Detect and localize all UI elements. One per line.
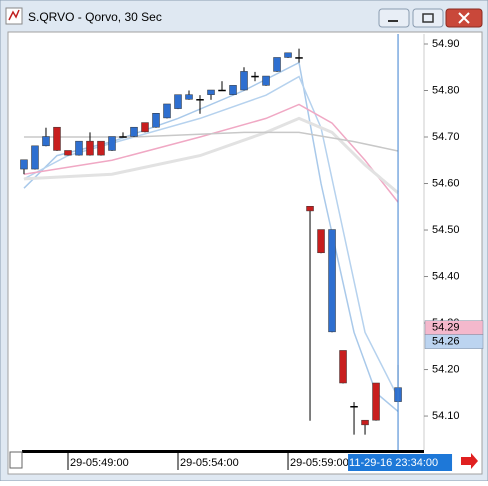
y-tick-label: 54.80 — [432, 84, 460, 96]
y-tick-label: 54.20 — [432, 363, 460, 375]
candle-body — [317, 229, 325, 254]
cursor-label-bg — [348, 454, 453, 471]
cursor-label: 11-29-16 23:34:00 — [349, 457, 438, 469]
y-tick-label: 54.90 — [432, 38, 460, 50]
moving-average — [23, 103, 399, 203]
candle-body — [86, 140, 94, 156]
corner-box[interactable] — [9, 451, 23, 469]
candle-body — [141, 122, 149, 133]
candle-body — [350, 405, 358, 408]
price-marker-label: 54.26 — [432, 336, 460, 348]
candle-body — [295, 57, 303, 59]
candle-body — [152, 113, 160, 128]
y-tick-label: 54.10 — [432, 410, 460, 422]
x-tick-label: 29-05:59:00 — [290, 457, 349, 469]
candle-body — [174, 94, 182, 109]
plot-layer — [20, 48, 402, 435]
candle-body — [339, 350, 347, 384]
candle-body — [262, 75, 270, 86]
y-tick-label: 54.40 — [432, 270, 460, 282]
candle-body — [75, 140, 83, 156]
y-tick-label: 54.70 — [432, 131, 460, 143]
candle-body — [53, 126, 61, 151]
scroll-arrow[interactable] — [461, 453, 478, 469]
y-tick-label: 54.60 — [432, 177, 460, 189]
candle-body — [196, 99, 204, 101]
window-title: S.QRVO - Qorvo, 30 Sec — [28, 10, 162, 24]
moving-average — [23, 61, 399, 412]
candle-body — [64, 150, 72, 156]
x-tick-label: 29-05:54:00 — [180, 457, 239, 469]
price-marker — [424, 334, 484, 349]
price-marker-label: 54.29 — [432, 322, 460, 334]
plot-area — [22, 34, 424, 450]
candle-body — [31, 145, 39, 170]
x-tick-label: 29-05:49:00 — [70, 457, 129, 469]
candle-body — [119, 136, 127, 138]
candle-body — [108, 136, 116, 151]
candle-body — [42, 136, 50, 147]
candle-body — [251, 75, 259, 78]
minimize-icon — [388, 20, 398, 22]
candle-body — [20, 159, 28, 170]
candle-body — [240, 71, 248, 91]
candle-body — [284, 52, 292, 58]
maximize-button[interactable] — [412, 8, 444, 28]
candle-body — [185, 94, 193, 100]
candle-body — [273, 57, 281, 72]
candle-body — [361, 419, 369, 426]
candle-body — [328, 229, 336, 333]
icon-line — [8, 9, 20, 21]
maximize-icon — [422, 13, 434, 23]
close-icon — [458, 12, 470, 24]
candle-body — [229, 85, 237, 95]
time-axis-bar — [22, 450, 424, 453]
candle-body — [97, 140, 105, 156]
y-tick-label: 54.50 — [432, 224, 460, 236]
moving-average — [23, 116, 400, 194]
minimize-button[interactable] — [378, 8, 410, 28]
candle-body — [130, 126, 138, 137]
candle-body — [218, 89, 226, 92]
candle-body — [306, 206, 314, 212]
candle-body — [207, 89, 215, 95]
candle-body — [163, 103, 171, 119]
candle-body — [372, 382, 380, 421]
